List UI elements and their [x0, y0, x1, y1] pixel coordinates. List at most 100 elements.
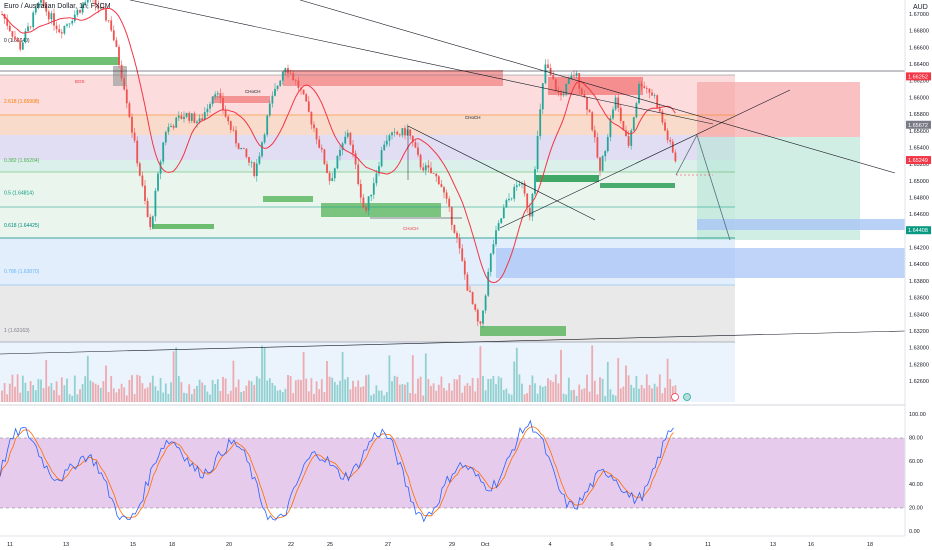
- price-tick-label: 1.66800: [909, 29, 929, 35]
- candle-body: [66, 24, 68, 26]
- volume-bar: [570, 390, 573, 402]
- demand-zone-green-2: [321, 203, 441, 217]
- supply-zone-left: [212, 96, 270, 103]
- time-tick-label: 27: [385, 542, 391, 548]
- candle-body: [263, 134, 266, 143]
- candle-body: [115, 40, 118, 47]
- volume-bar: [14, 386, 16, 402]
- volume-bar: [658, 374, 661, 402]
- stochastic-d-line: [0, 426, 674, 520]
- volume-bar: [180, 382, 183, 402]
- volume-bar: [596, 394, 599, 402]
- candle-body: [409, 129, 412, 136]
- price-tick-label: 1.64200: [909, 246, 929, 252]
- candle-body: [6, 18, 9, 26]
- volume-bar: [118, 388, 120, 402]
- candle-body: [144, 185, 146, 201]
- candle-body: [32, 12, 35, 28]
- candle-body: [183, 116, 185, 119]
- price-tick-label: 1.64600: [909, 212, 929, 218]
- candle-body: [466, 274, 469, 291]
- candle-body: [188, 112, 191, 121]
- projection-path[interactable]: [675, 133, 731, 241]
- candle-body: [14, 36, 16, 39]
- volume-bar: [440, 376, 443, 402]
- time-tick-label: 11: [7, 542, 13, 548]
- time-tick-label: 29: [449, 542, 455, 548]
- volume-bar: [66, 378, 68, 402]
- candle-body: [102, 7, 105, 10]
- candle-body: [63, 25, 66, 34]
- volume-bar: [625, 365, 627, 402]
- fib-zone-blue-lower: [0, 342, 735, 402]
- time-axis[interactable]: [0, 536, 932, 550]
- volume-bar: [326, 360, 328, 402]
- volume-bar: [107, 391, 110, 402]
- candle-body: [562, 94, 565, 96]
- candle-body: [359, 183, 362, 198]
- candle-body: [310, 111, 313, 125]
- price-badge-label: 1.64408: [908, 228, 928, 234]
- symbol-title[interactable]: Euro / Australian Dollar, 1h, FXCM: [4, 3, 111, 10]
- candle-body: [599, 157, 601, 171]
- volume-bar: [422, 395, 425, 402]
- volume-bar: [518, 374, 521, 402]
- volume-bar: [274, 385, 276, 402]
- candle-body: [601, 156, 604, 171]
- replay-icon[interactable]: [683, 393, 691, 401]
- trend-lines[interactable]: [0, 0, 906, 355]
- volume-bar: [515, 347, 518, 402]
- volume-bar: [549, 380, 552, 402]
- candle-body: [107, 20, 110, 21]
- volume-bar: [279, 389, 282, 402]
- volume-bar: [432, 383, 435, 402]
- candle-body: [128, 103, 131, 117]
- candle-body: [97, 4, 100, 9]
- price-tick-label: 1.65200: [909, 162, 929, 168]
- candle-body: [469, 290, 471, 293]
- candle-body: [279, 80, 282, 86]
- candle-body: [250, 162, 253, 163]
- volume-bar: [245, 385, 248, 402]
- candle-body: [271, 95, 274, 104]
- candle-body: [414, 142, 417, 148]
- candle-body: [172, 125, 175, 128]
- volume-bar: [430, 385, 432, 402]
- volume-bar: [146, 387, 149, 402]
- volume-bar: [378, 390, 380, 402]
- candle-body: [661, 111, 664, 123]
- demand-zone-green-6: [600, 183, 675, 188]
- demand-zone-green-1: [263, 196, 313, 202]
- volume-bar: [138, 375, 141, 402]
- drawing-zones[interactable]: [0, 57, 931, 402]
- volume-bar: [552, 381, 555, 402]
- time-tick-label: 13: [63, 542, 69, 548]
- volume-bar: [391, 381, 393, 402]
- price-axis[interactable]: [905, 0, 932, 536]
- volume-bar: [640, 384, 643, 402]
- candle-body: [341, 143, 344, 150]
- volume-bar: [508, 393, 510, 402]
- volume-bar: [401, 384, 404, 402]
- price-tick-label: 1.63000: [909, 346, 929, 352]
- volume-bar: [76, 394, 79, 402]
- candle-body: [216, 93, 219, 95]
- volume-bar: [349, 389, 352, 402]
- volume-bar: [133, 394, 136, 402]
- price-tick-label: 1.63600: [909, 296, 929, 302]
- price-candles[interactable]: [1, 0, 677, 329]
- candle-body: [81, 4, 84, 13]
- volume-bar: [97, 384, 100, 402]
- price-tick-label: 1.65800: [909, 112, 929, 118]
- volume-bar: [609, 389, 612, 402]
- volume-bar: [404, 384, 406, 402]
- price-badge: [906, 156, 931, 165]
- volume-bar: [8, 383, 11, 402]
- structure-annotation: CHoCH: [245, 89, 261, 94]
- volume-bar: [388, 355, 391, 402]
- volume-bar: [614, 395, 617, 402]
- volume-bar: [469, 385, 471, 402]
- oscillator-tick-label: 100.00: [909, 412, 926, 418]
- candle-body: [531, 193, 534, 217]
- alert-icon[interactable]: [671, 393, 679, 401]
